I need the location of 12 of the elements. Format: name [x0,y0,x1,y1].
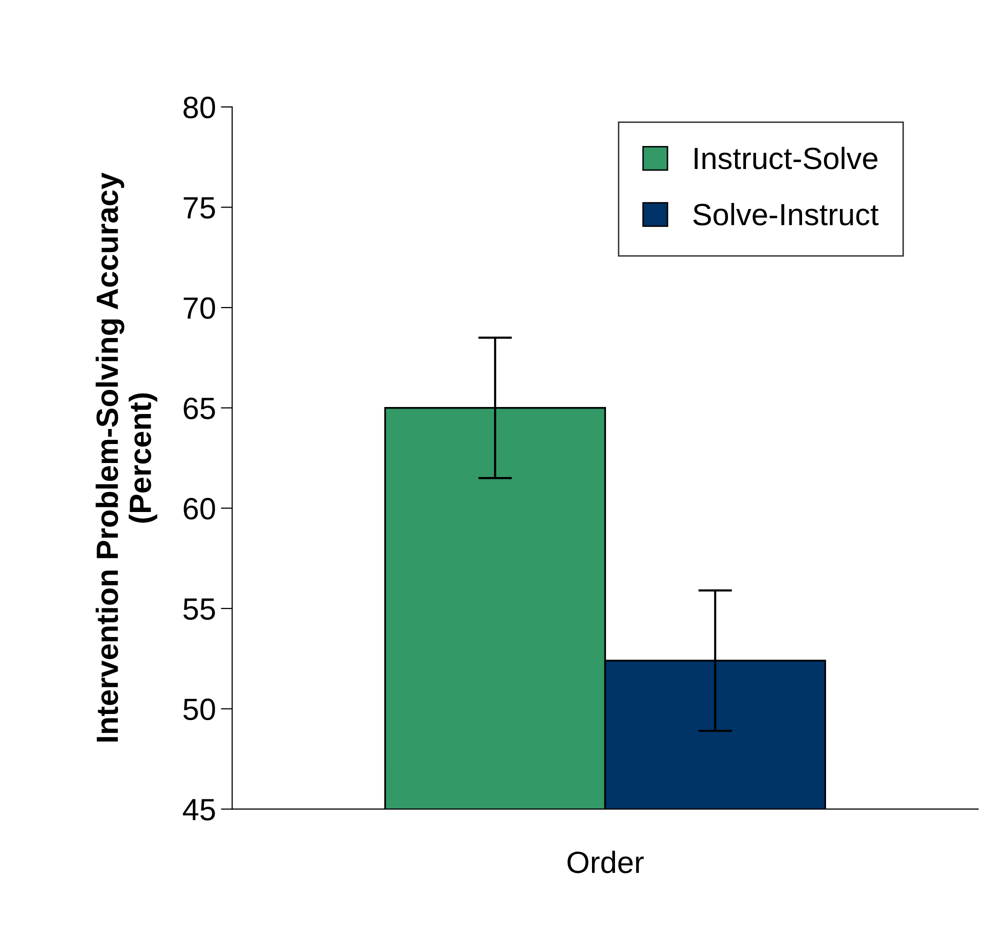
y-tick-label: 75 [184,197,215,219]
x-tick-label: Order [568,850,644,874]
y-axis-title: Intervention Problem-Solving Accuracy (Percent) [96,172,158,742]
y-tick-label: 65 [184,398,215,420]
y-tick-label: 45 [182,799,215,820]
y-tick-label: 60 [184,498,216,520]
y-tick-label: 50 [183,698,216,720]
legend-label: Instruct-Solve [694,146,878,170]
y-tick-label: 55 [183,598,215,620]
y-tick-label: 70 [184,297,216,319]
legend-label: Solve-Instruct [693,202,879,226]
y-tick-label: 80 [184,96,216,118]
